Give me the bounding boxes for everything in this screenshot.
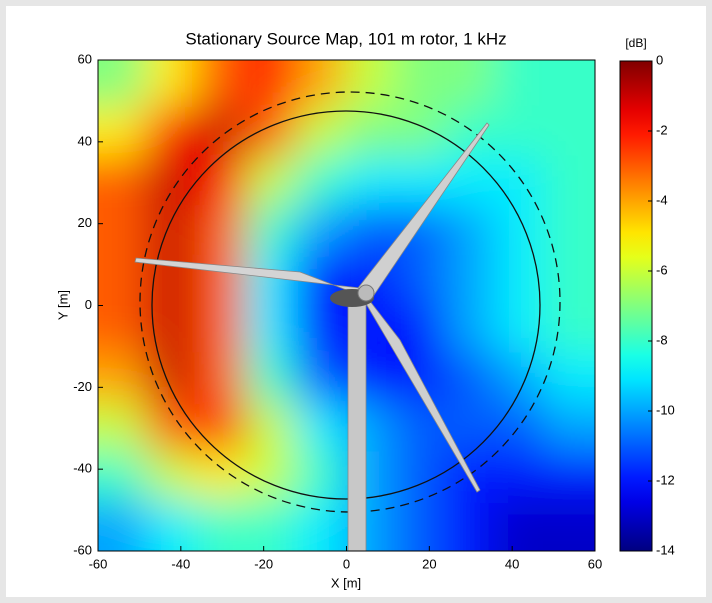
heat-cell (245, 304, 299, 357)
colorbar-tick-label: -12 (656, 472, 675, 487)
heat-cell (345, 156, 399, 209)
heat-cell (295, 451, 349, 504)
heat-cell (295, 402, 349, 455)
heat-cell (245, 254, 299, 307)
tower (348, 300, 366, 560)
colorbar-tick-label: -8 (656, 332, 668, 347)
heat-cell (146, 156, 200, 209)
heat-cell (444, 353, 498, 406)
heat-cell (494, 402, 548, 455)
y-tick-label: -60 (73, 542, 92, 557)
heat-cell (444, 205, 498, 258)
heat-cell (195, 402, 249, 455)
heat-cell (295, 107, 349, 160)
heat-cell (36, 451, 150, 504)
hub (358, 285, 374, 301)
heat-cell (494, 353, 548, 406)
heat-cell (36, 156, 150, 209)
colorbar-tick-label: -10 (656, 402, 675, 417)
x-tick-label: 0 (343, 556, 350, 571)
x-tick-label: -40 (171, 556, 190, 571)
heat-cell (36, 205, 150, 258)
heat-cell (36, 402, 150, 455)
heat-cell (195, 0, 249, 111)
heat-cell (36, 107, 150, 160)
x-tick-label: -20 (254, 556, 273, 571)
screenshot-frame: Stationary Source Map, 101 m rotor, 1 kH… (0, 0, 712, 603)
heatmap (36, 0, 657, 603)
heat-cell (444, 0, 498, 111)
y-tick-label: 20 (78, 215, 92, 230)
x-axis-label: X [m] (331, 575, 361, 590)
heat-cell (36, 353, 150, 406)
heat-cell (146, 107, 200, 160)
colorbar-tick-label: -2 (656, 122, 668, 137)
colorbar (620, 61, 652, 551)
heat-cell (195, 304, 249, 357)
heat-cell (494, 156, 548, 209)
heat-cell (195, 451, 249, 504)
heat-cell (195, 205, 249, 258)
heat-cell (36, 0, 150, 111)
heat-cell (36, 254, 150, 307)
heat-cell (295, 205, 349, 258)
heat-cell (295, 353, 349, 406)
y-tick-label: 0 (85, 297, 92, 312)
y-tick-label: -20 (73, 379, 92, 394)
colorbar-tick-label: -4 (656, 192, 668, 207)
heat-cell (195, 254, 249, 307)
heat-cell (146, 205, 200, 258)
heat-cell (494, 0, 548, 111)
heat-cell (394, 0, 448, 111)
heat-cell (494, 254, 548, 307)
x-tick-label: 20 (422, 556, 436, 571)
y-tick-label: -40 (73, 461, 92, 476)
heat-cell (245, 402, 299, 455)
chart: Stationary Source Map, 101 m rotor, 1 kH… (0, 0, 712, 603)
heat-cell (394, 107, 448, 160)
colorbar-tick-label: 0 (656, 52, 663, 67)
y-tick-label: 40 (78, 133, 92, 148)
heat-cell (494, 451, 548, 504)
chart-title: Stationary Source Map, 101 m rotor, 1 kH… (185, 29, 506, 48)
heat-cell (195, 156, 249, 209)
heat-cell (146, 0, 200, 111)
colorbar-label: [dB] (625, 36, 646, 50)
heat-cell (394, 254, 448, 307)
heat-cell (444, 156, 498, 209)
heat-cell (295, 304, 349, 357)
heat-cell (245, 451, 299, 504)
heat-cell (345, 107, 399, 160)
heat-cell (494, 205, 548, 258)
x-tick-label: 40 (505, 556, 519, 571)
x-tick-label: -60 (89, 556, 108, 571)
heat-cell (245, 156, 299, 209)
heat-cell (36, 304, 150, 357)
heat-cell (245, 353, 299, 406)
heat-cell (245, 205, 299, 258)
heat-cell (146, 402, 200, 455)
heat-cell (494, 107, 548, 160)
heat-cell (394, 451, 448, 504)
colorbar-tick-label: -14 (656, 542, 675, 557)
x-tick-label: 60 (588, 556, 602, 571)
heat-cell (444, 304, 498, 357)
heat-cell (146, 451, 200, 504)
colorbar-tick-label: -6 (656, 262, 668, 277)
heat-cell (295, 156, 349, 209)
heat-cell (345, 0, 399, 111)
heat-cell (195, 353, 249, 406)
y-axis-label: Y [m] (55, 290, 70, 320)
heat-cell (444, 254, 498, 307)
y-tick-label: 60 (78, 51, 92, 66)
heat-cell (245, 0, 299, 111)
heat-cell (146, 353, 200, 406)
